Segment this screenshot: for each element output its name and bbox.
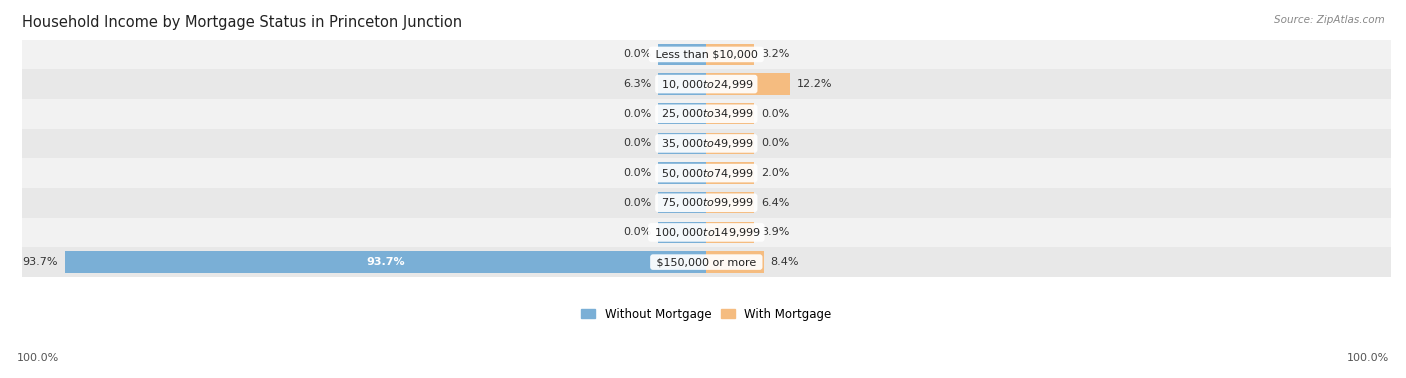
Bar xyxy=(21,188,1391,218)
Text: 93.7%: 93.7% xyxy=(22,257,58,267)
Text: 8.4%: 8.4% xyxy=(770,257,799,267)
Text: 12.2%: 12.2% xyxy=(797,79,832,89)
Text: 3.9%: 3.9% xyxy=(761,228,789,237)
Bar xyxy=(21,99,1391,129)
Bar xyxy=(706,222,754,243)
Text: 2.0%: 2.0% xyxy=(761,168,789,178)
Bar xyxy=(658,103,706,124)
Text: 0.0%: 0.0% xyxy=(623,138,651,149)
Bar xyxy=(706,73,790,95)
Text: 93.7%: 93.7% xyxy=(366,257,405,267)
Text: 0.0%: 0.0% xyxy=(623,109,651,119)
Text: 0.0%: 0.0% xyxy=(623,168,651,178)
Text: 0.0%: 0.0% xyxy=(761,138,789,149)
Bar xyxy=(21,69,1391,99)
Text: 0.0%: 0.0% xyxy=(761,109,789,119)
Text: 6.3%: 6.3% xyxy=(623,79,651,89)
Text: 0.0%: 0.0% xyxy=(623,50,651,59)
Text: 6.4%: 6.4% xyxy=(761,198,789,208)
Text: $10,000 to $24,999: $10,000 to $24,999 xyxy=(658,77,755,91)
Bar xyxy=(706,192,754,214)
Text: Less than $10,000: Less than $10,000 xyxy=(651,50,761,59)
Bar xyxy=(65,251,706,273)
Text: 0.0%: 0.0% xyxy=(623,198,651,208)
Bar xyxy=(706,163,754,184)
Bar xyxy=(21,247,1391,277)
Bar xyxy=(658,222,706,243)
Bar xyxy=(658,73,706,95)
Text: $150,000 or more: $150,000 or more xyxy=(652,257,759,267)
Bar xyxy=(21,40,1391,69)
Bar xyxy=(706,251,763,273)
Text: 100.0%: 100.0% xyxy=(1347,353,1389,363)
Bar xyxy=(658,163,706,184)
Text: 3.2%: 3.2% xyxy=(761,50,789,59)
Text: Household Income by Mortgage Status in Princeton Junction: Household Income by Mortgage Status in P… xyxy=(21,15,461,30)
Text: $100,000 to $149,999: $100,000 to $149,999 xyxy=(651,226,762,239)
Bar xyxy=(21,158,1391,188)
Text: $25,000 to $34,999: $25,000 to $34,999 xyxy=(658,107,755,120)
Text: $35,000 to $49,999: $35,000 to $49,999 xyxy=(658,137,755,150)
Bar xyxy=(21,218,1391,247)
Text: $50,000 to $74,999: $50,000 to $74,999 xyxy=(658,167,755,180)
Bar xyxy=(706,133,754,154)
Bar xyxy=(658,133,706,154)
Text: 0.0%: 0.0% xyxy=(623,228,651,237)
Bar xyxy=(658,192,706,214)
Legend: Without Mortgage, With Mortgage: Without Mortgage, With Mortgage xyxy=(576,303,837,325)
Bar xyxy=(21,129,1391,158)
Bar xyxy=(706,103,754,124)
Bar xyxy=(706,44,754,65)
Bar xyxy=(658,44,706,65)
Text: Source: ZipAtlas.com: Source: ZipAtlas.com xyxy=(1274,15,1385,25)
Text: $75,000 to $99,999: $75,000 to $99,999 xyxy=(658,196,755,209)
Text: 100.0%: 100.0% xyxy=(17,353,59,363)
